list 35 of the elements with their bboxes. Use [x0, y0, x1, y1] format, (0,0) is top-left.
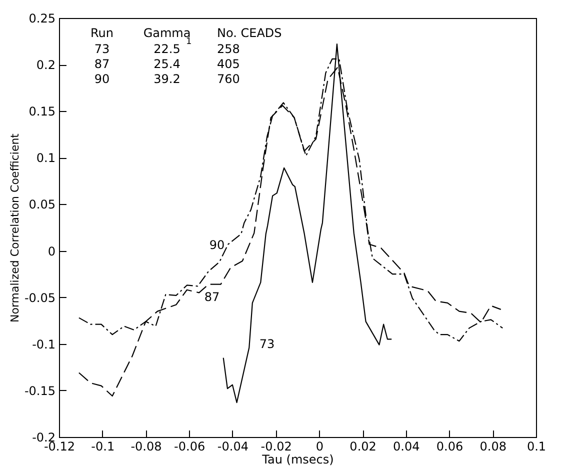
x-tick-label: 0: [316, 440, 324, 454]
annotation: 405: [217, 57, 240, 71]
x-tick-label: 0.1: [526, 440, 546, 454]
x-tick-label: -0.02: [260, 440, 292, 454]
y-tick-label: 0.15: [28, 104, 56, 119]
y-axis-title: Normalized Correlation Coefficient: [8, 132, 22, 322]
x-tick-label: -0.06: [174, 440, 206, 454]
x-tick-label: 0.06: [436, 440, 464, 454]
y-tick-label: 0: [48, 244, 56, 258]
annotation: Run: [90, 26, 114, 40]
annotation: 258: [217, 42, 240, 56]
y-tick-label: -0.15: [24, 384, 56, 398]
x-tick-label: 0.08: [480, 440, 506, 454]
x-tick-label: 0.04: [393, 440, 420, 454]
y-tick-label: 0.2: [36, 58, 56, 72]
x-tick-label: -0.1: [91, 440, 115, 454]
x-axis-title: Tau (msecs): [261, 452, 334, 466]
annotation: 39.2: [154, 72, 180, 86]
y-tick-label: 0.05: [28, 198, 56, 212]
annotation: 90: [94, 72, 110, 86]
annotation: No. CEADS: [217, 26, 282, 40]
y-tick-label: 0.1: [36, 151, 56, 166]
x-tick-label: -0.08: [130, 440, 162, 454]
annotation: 73: [94, 42, 110, 56]
series-label: 90: [209, 238, 225, 252]
x-tick-label: -0.04: [217, 440, 248, 454]
y-tick-label: -0.05: [24, 290, 56, 305]
series-label: 73: [259, 337, 275, 351]
annotation: 87: [94, 57, 110, 71]
annotation: 25.4: [154, 57, 180, 71]
y-tick-label: -0.1: [32, 337, 56, 352]
series-label: 87: [204, 290, 220, 304]
annotation: 760: [217, 72, 240, 86]
y-tick-label: 0.25: [28, 12, 56, 26]
x-tick-label: 0.02: [350, 440, 376, 454]
